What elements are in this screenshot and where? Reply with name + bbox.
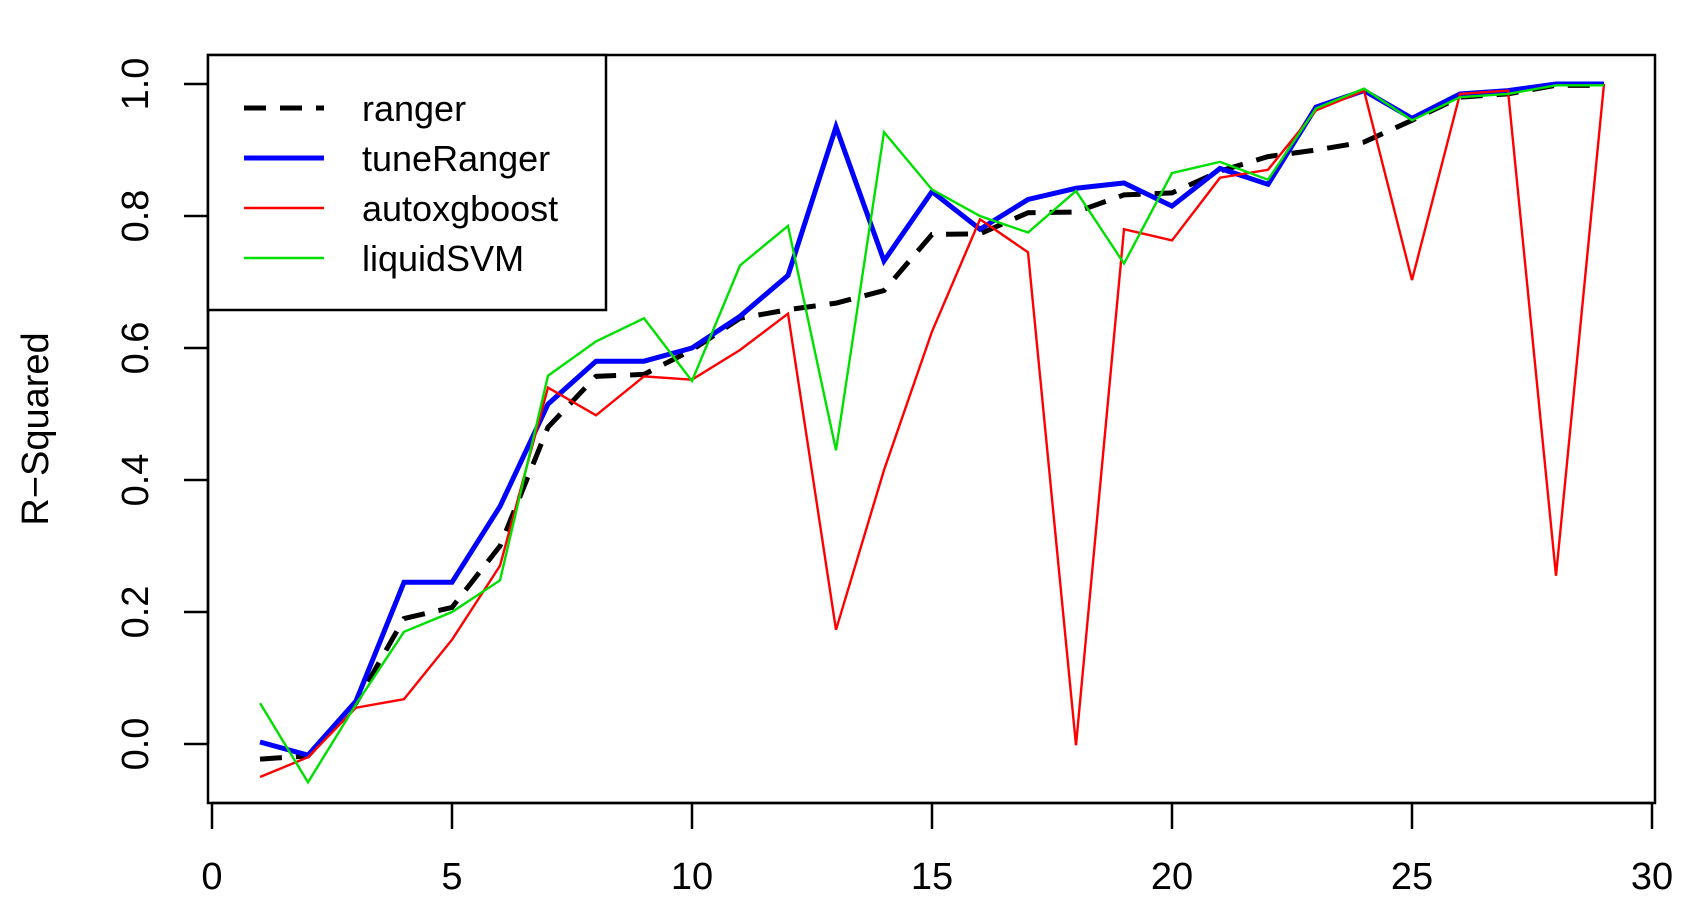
y-tick-label: 1.0 xyxy=(115,58,157,111)
legend-label-autoxgboost: autoxgboost xyxy=(362,188,558,229)
legend: ranger tuneRanger autoxgboost liquidSVM xyxy=(206,53,608,312)
x-tick-label: 0 xyxy=(201,856,222,898)
y-tick-label: 0.8 xyxy=(115,190,157,243)
legend-label-tuneRanger: tuneRanger xyxy=(362,138,550,179)
y-tick-label: 0.4 xyxy=(115,454,157,507)
legend-label-liquidSVM: liquidSVM xyxy=(362,238,524,279)
series-line-ranger xyxy=(259,82,1604,762)
x-tick-label: 20 xyxy=(1151,856,1193,898)
y-tick-label: 0.6 xyxy=(115,322,157,375)
y-axis: 0.0 0.2 0.4 0.6 0.8 1.0 xyxy=(115,58,210,771)
x-tick-label: 15 xyxy=(911,856,953,898)
x-tick-label: 5 xyxy=(441,856,462,898)
x-tick-label: 25 xyxy=(1391,856,1433,898)
x-tick-label: 10 xyxy=(671,856,713,898)
series-layer xyxy=(258,81,1606,785)
y-axis-label: R−Squared xyxy=(15,332,57,525)
x-axis: 0 5 10 15 20 25 30 xyxy=(201,801,1673,898)
legend-box xyxy=(206,53,608,312)
series-line-liquidSVM xyxy=(258,84,1604,785)
y-tick-label: 0.0 xyxy=(115,718,157,771)
y-tick-label: 0.2 xyxy=(115,586,157,639)
x-tick-label: 30 xyxy=(1631,856,1673,898)
legend-label-ranger: ranger xyxy=(362,88,466,129)
